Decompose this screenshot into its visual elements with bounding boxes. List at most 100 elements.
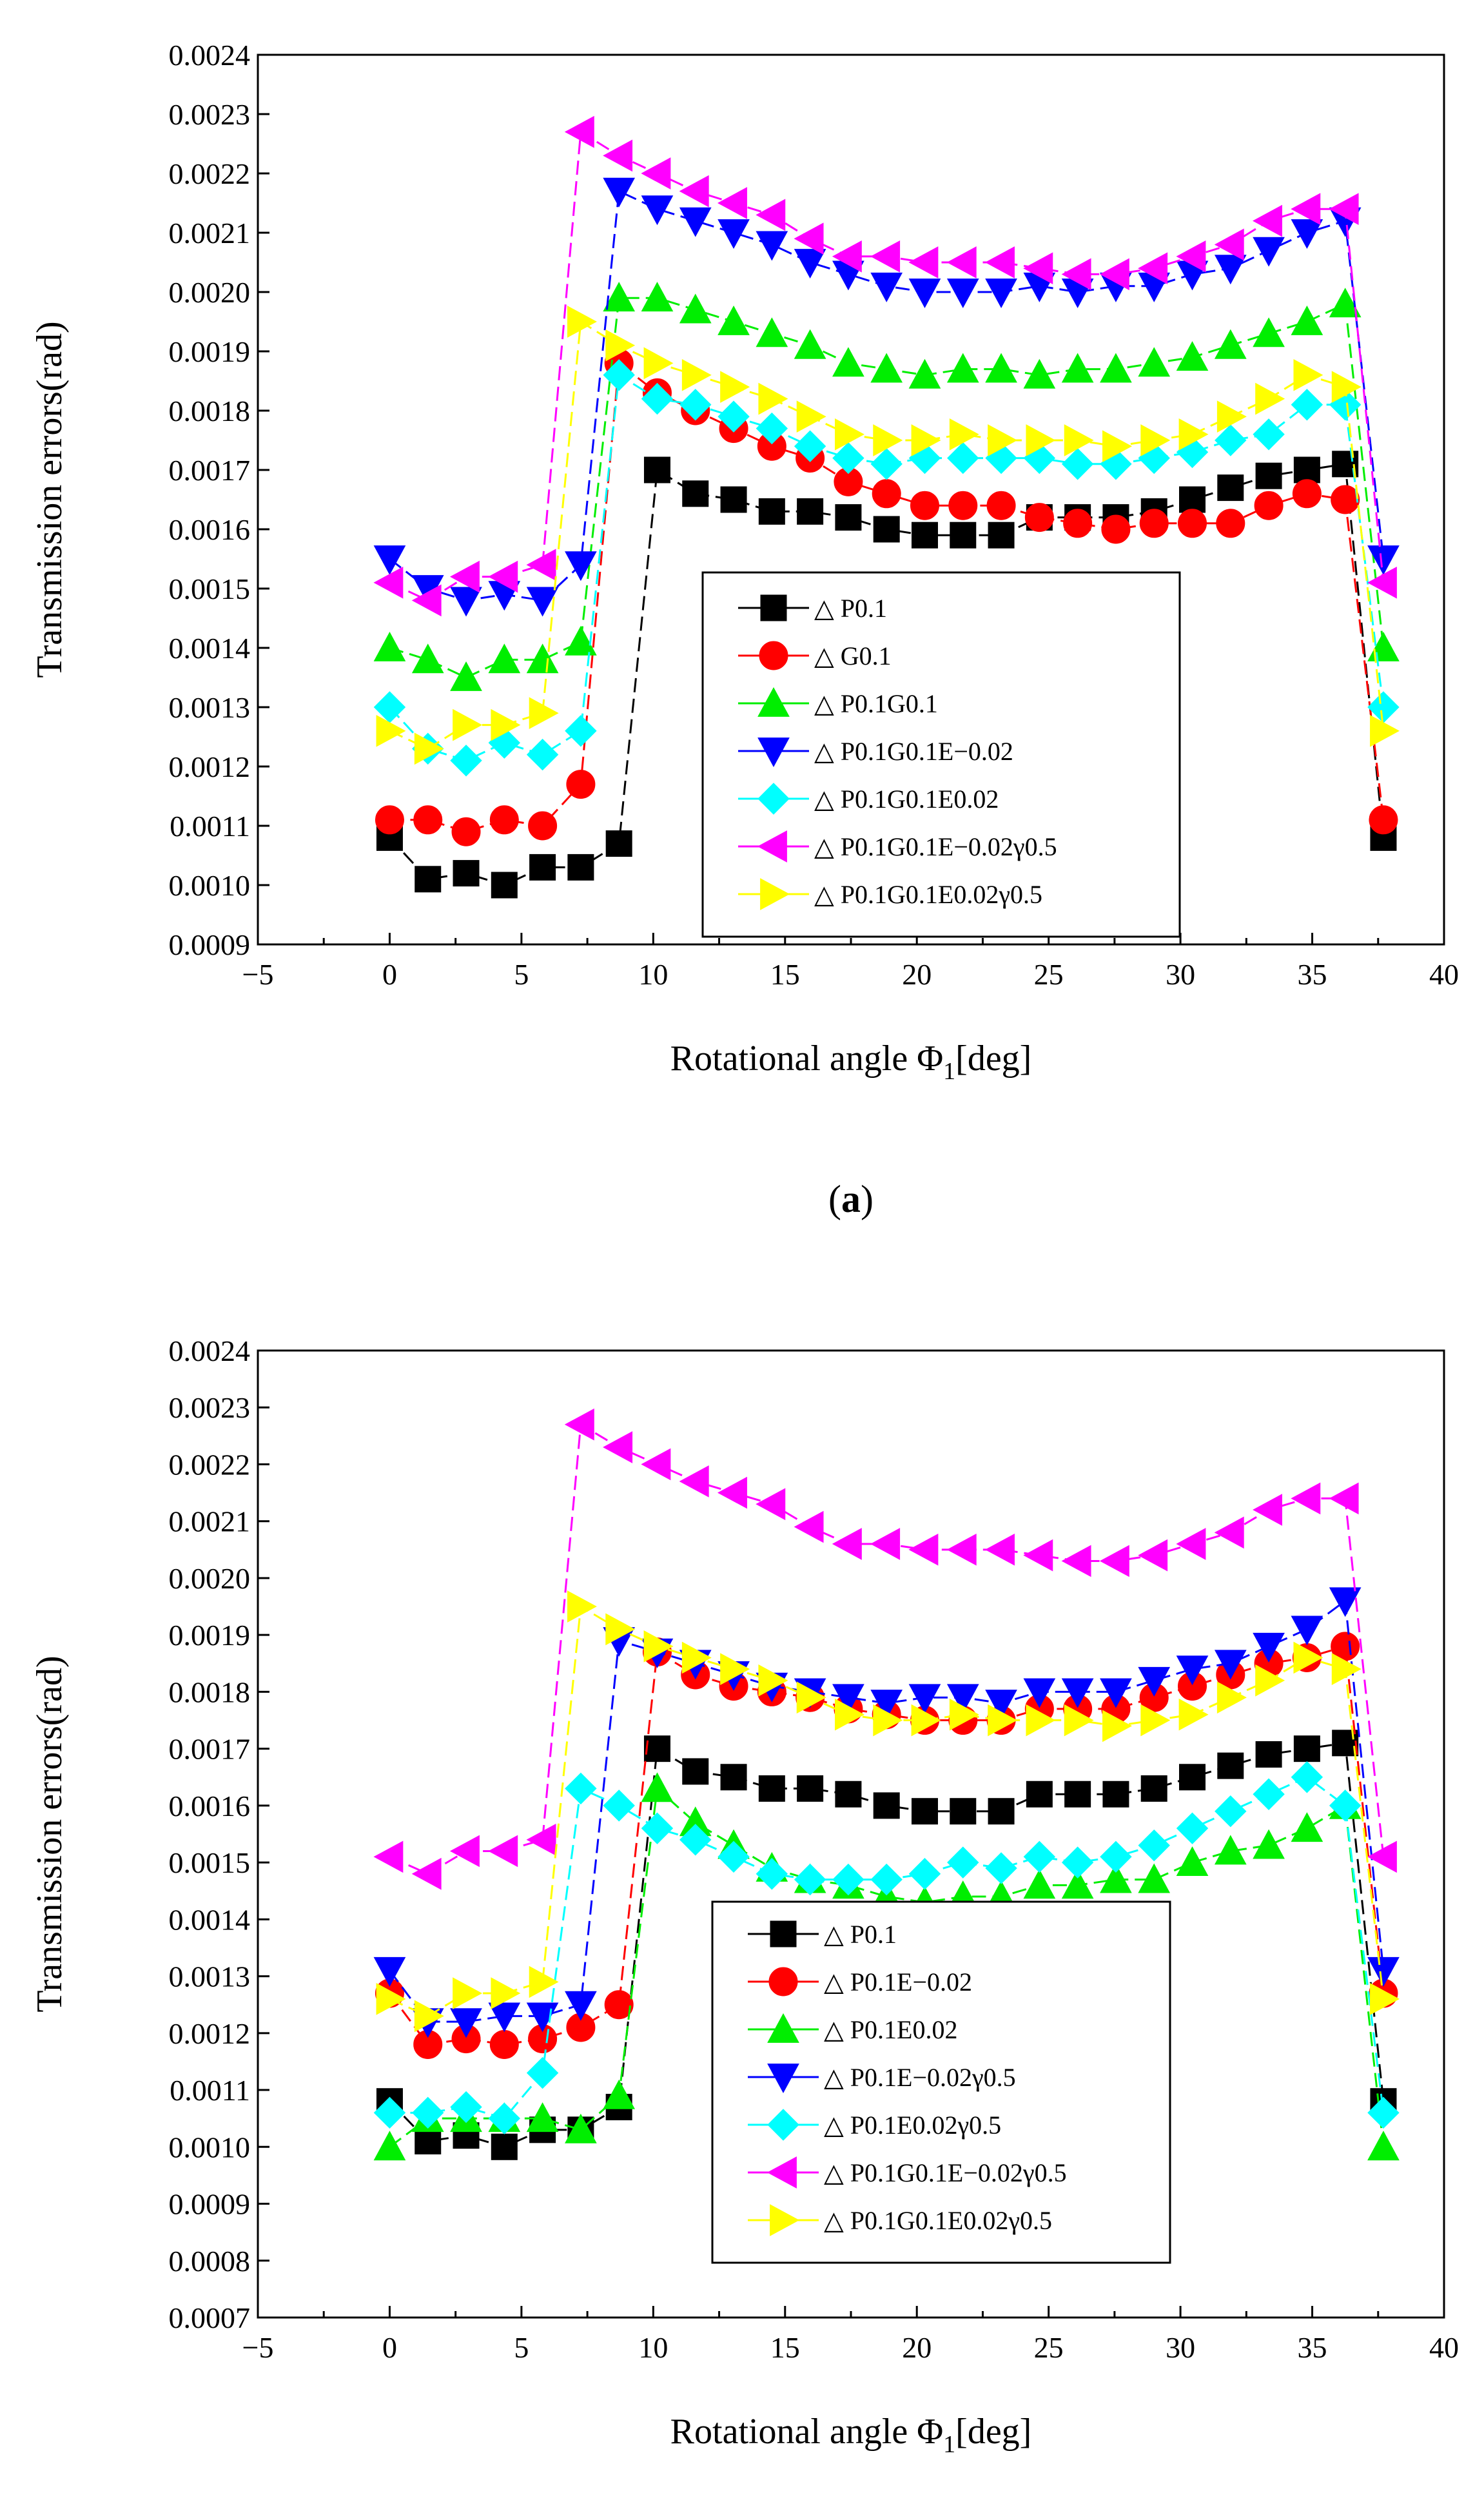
legend-item: △ P0.1G0.1E−0.02: [738, 737, 1013, 768]
data-point: [450, 661, 482, 691]
data-point: [756, 412, 788, 445]
data-point: [1176, 1528, 1206, 1560]
data-point: [948, 491, 978, 520]
data-point: [1370, 714, 1400, 747]
x-tick-label: 5: [514, 2331, 529, 2364]
data-point: [985, 1852, 1017, 1884]
data-point: [756, 1858, 788, 1890]
data-point: [1178, 509, 1207, 538]
data-point: [451, 817, 481, 846]
data-point: [491, 1977, 521, 2009]
data-point: [1331, 485, 1360, 514]
data-point: [1023, 358, 1056, 389]
data-point: [794, 329, 826, 359]
data-point: [415, 2127, 442, 2154]
data-point: [1176, 1655, 1209, 1686]
data-point: [1253, 1829, 1285, 1859]
legend-item: △ P0.1E−0.02γ0.5: [748, 2063, 1016, 2094]
data-point: [1061, 1678, 1094, 1708]
data-point: [1138, 1829, 1170, 1862]
y-tick-label: 0.0008: [169, 2245, 251, 2278]
data-point: [1061, 1869, 1094, 1899]
legend-box: [701, 571, 1181, 938]
data-point: [718, 400, 750, 433]
data-point: [908, 1533, 939, 1566]
data-point: [1176, 240, 1206, 273]
legend-marker: [757, 783, 790, 815]
y-tick-label: 0.0016: [169, 1790, 251, 1822]
panel-label: (a): [828, 1178, 874, 1220]
data-point: [1253, 1632, 1285, 1663]
data-point: [870, 1690, 903, 1720]
data-point: [988, 1704, 1018, 1737]
x-tick-label: 15: [770, 2331, 800, 2364]
data-point: [603, 359, 635, 391]
data-point: [411, 1857, 442, 1890]
data-point: [835, 1698, 864, 1731]
x-tick-label: 20: [902, 2331, 932, 2364]
data-point: [797, 1775, 824, 1802]
data-point: [947, 1846, 979, 1879]
data-point: [641, 282, 674, 312]
data-point: [908, 246, 939, 278]
data-point: [949, 1698, 979, 1731]
data-point: [1329, 288, 1362, 318]
y-tick-label: 0.0024: [169, 39, 251, 72]
data-point: [1023, 1678, 1056, 1708]
data-point: [1023, 1869, 1056, 1899]
data-point: [756, 199, 786, 231]
data-point: [679, 293, 712, 324]
data-point: [1253, 418, 1285, 451]
data-point: [373, 1840, 404, 1873]
data-point: [415, 866, 442, 893]
legend-label: △ P0.1G0.1E0.02γ0.5: [814, 880, 1042, 909]
y-tick-label: 0.0024: [169, 1334, 251, 1367]
data-point: [1293, 456, 1320, 483]
data-point: [489, 805, 519, 835]
legend-item: △ P0.1G0.1E0.02γ0.5: [748, 2204, 1052, 2236]
data-point: [1216, 1681, 1247, 1714]
data-point: [1329, 193, 1359, 226]
data-point: [1102, 430, 1132, 463]
data-point: [373, 631, 406, 661]
data-point: [1293, 358, 1323, 391]
y-tick-label: 0.0015: [169, 572, 251, 605]
data-point: [1217, 1752, 1244, 1779]
data-point: [1253, 237, 1285, 267]
legend-item: △ P0.1: [748, 1920, 897, 1949]
data-point: [373, 545, 406, 576]
data-point: [796, 400, 826, 433]
data-point: [718, 305, 750, 335]
y-tick-label: 0.0021: [169, 217, 251, 249]
data-point: [720, 486, 747, 513]
data-point: [643, 1735, 670, 1762]
data-point: [1329, 1587, 1362, 1617]
data-point: [756, 231, 788, 261]
data-point: [870, 353, 903, 383]
data-point: [449, 1835, 480, 1868]
data-point: [796, 1681, 826, 1714]
data-point: [758, 382, 788, 415]
data-point: [565, 1772, 597, 1805]
data-point: [1255, 1664, 1285, 1697]
data-point: [526, 2002, 559, 2033]
data-point: [908, 278, 941, 309]
data-point: [1100, 353, 1132, 383]
y-tick-label: 0.0020: [169, 1562, 251, 1595]
chart-panel-a: −5 0 5 10 15 20 25 30 35 40 0.0009 0.0010 0.0011 0.00…: [30, 39, 1459, 1220]
data-point: [564, 1408, 594, 1441]
data-point: [1064, 424, 1094, 456]
data-point: [1176, 1846, 1209, 1877]
data-point: [720, 1653, 750, 1685]
data-point: [720, 1764, 747, 1791]
legend-item: △ P0.1E0.02γ0.5: [748, 2109, 1001, 2141]
legend-label: △ P0.1G0.1E0.02γ0.5: [824, 2206, 1052, 2235]
data-point: [985, 278, 1017, 309]
data-point: [946, 1533, 977, 1566]
y-tick-label: 0.0012: [169, 2017, 251, 2050]
x-tick-label: −5: [242, 958, 274, 991]
data-point: [985, 246, 1015, 278]
data-point: [1291, 389, 1323, 421]
y-tick-label: 0.0022: [169, 157, 251, 190]
y-tick-label: 0.0023: [169, 1391, 251, 1424]
